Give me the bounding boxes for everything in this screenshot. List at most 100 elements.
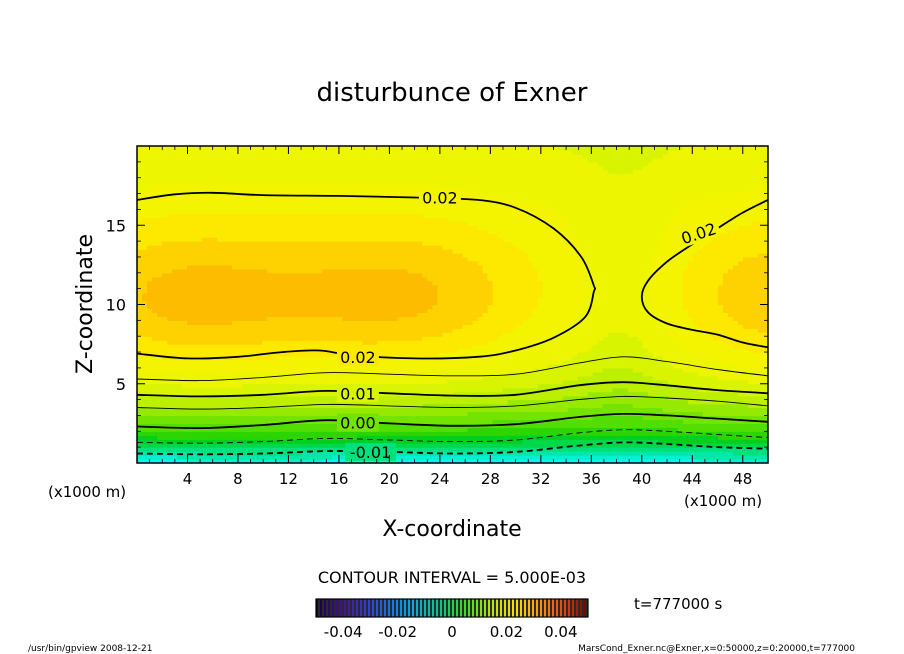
field-cell bbox=[192, 173, 198, 179]
field-cell bbox=[237, 363, 243, 369]
field-cell bbox=[387, 205, 394, 210]
field-cell bbox=[202, 284, 208, 290]
field-cell bbox=[442, 359, 449, 365]
field-cell bbox=[202, 316, 208, 321]
field-cell bbox=[272, 427, 278, 432]
field-cell bbox=[202, 153, 208, 159]
field-cell bbox=[312, 379, 318, 385]
field-cell bbox=[182, 312, 188, 317]
field-cell bbox=[172, 316, 178, 321]
field-cell bbox=[447, 320, 454, 325]
field-cell bbox=[142, 260, 148, 266]
field-cell bbox=[267, 165, 273, 171]
field-cell bbox=[222, 193, 228, 199]
field-cell bbox=[232, 153, 238, 159]
field-cell bbox=[207, 205, 213, 210]
field-cell bbox=[327, 209, 333, 214]
field-cell bbox=[272, 260, 278, 266]
field-cell bbox=[402, 344, 409, 349]
field-cell bbox=[157, 407, 163, 413]
field-cell bbox=[322, 237, 328, 242]
field-cell bbox=[142, 411, 148, 417]
field-cell bbox=[297, 443, 303, 448]
field-cell bbox=[407, 371, 414, 377]
field-cell bbox=[277, 256, 283, 262]
field-cell bbox=[382, 249, 388, 254]
field-cell bbox=[252, 201, 258, 207]
field-cell bbox=[147, 252, 153, 258]
field-cell bbox=[172, 312, 178, 317]
field-cell bbox=[157, 435, 163, 440]
field-cell bbox=[367, 308, 373, 314]
field-cell bbox=[272, 407, 278, 413]
field-cell bbox=[177, 260, 183, 266]
field-cell bbox=[377, 395, 383, 401]
field-cell bbox=[322, 260, 328, 266]
field-cell bbox=[227, 304, 233, 310]
field-cell bbox=[377, 375, 383, 381]
field-cell bbox=[302, 146, 308, 151]
field-cell bbox=[332, 383, 338, 389]
field-cell bbox=[282, 431, 288, 436]
field-cell bbox=[142, 427, 148, 432]
field-cell bbox=[227, 181, 233, 187]
field-cell bbox=[347, 241, 353, 246]
field-cell bbox=[342, 233, 348, 238]
field-cell bbox=[422, 181, 429, 187]
field-cell bbox=[222, 245, 228, 250]
field-cell bbox=[287, 284, 293, 290]
field-cell bbox=[192, 336, 198, 341]
field-cell bbox=[242, 415, 248, 421]
field-cell bbox=[317, 264, 323, 270]
field-cell bbox=[287, 320, 293, 325]
field-cell bbox=[417, 177, 424, 183]
field-cell bbox=[422, 443, 429, 448]
field-cell bbox=[202, 447, 208, 452]
field-cell bbox=[277, 153, 283, 159]
field-cell bbox=[152, 201, 158, 207]
field-cell bbox=[202, 237, 208, 242]
field-cell bbox=[417, 371, 424, 377]
field-cell bbox=[247, 173, 253, 179]
field-cell bbox=[392, 348, 399, 353]
field-cell bbox=[217, 304, 223, 310]
field-cell bbox=[417, 264, 424, 270]
field-cell bbox=[197, 316, 203, 321]
field-cell bbox=[292, 256, 298, 262]
field-cell bbox=[292, 209, 298, 214]
field-cell bbox=[137, 245, 143, 250]
field-cell bbox=[402, 316, 409, 321]
field-cell bbox=[182, 431, 188, 436]
field-cell bbox=[417, 320, 424, 325]
field-cell bbox=[207, 193, 213, 199]
field-cell bbox=[207, 229, 213, 234]
field-cell bbox=[252, 340, 258, 345]
field-cell bbox=[267, 348, 273, 353]
field-cell bbox=[397, 320, 404, 325]
field-cell bbox=[417, 443, 424, 448]
field-cell bbox=[157, 146, 163, 151]
field-cell bbox=[427, 268, 434, 274]
field-cell bbox=[152, 407, 158, 413]
field-cell bbox=[202, 336, 208, 341]
field-cell bbox=[297, 439, 303, 444]
field-cell bbox=[447, 316, 454, 321]
field-cell bbox=[137, 217, 143, 222]
field-cell bbox=[152, 356, 158, 361]
field-cell bbox=[237, 332, 243, 337]
field-cell bbox=[137, 177, 143, 183]
field-cell bbox=[422, 209, 429, 214]
field-cell bbox=[407, 367, 414, 373]
field-cell bbox=[242, 225, 248, 230]
field-cell bbox=[437, 169, 444, 175]
field-cell bbox=[337, 312, 343, 317]
field-cell bbox=[232, 177, 238, 183]
field-cell bbox=[347, 328, 353, 333]
field-cell bbox=[337, 185, 343, 191]
field-cell bbox=[202, 252, 208, 258]
field-cell bbox=[312, 395, 318, 401]
field-cell bbox=[272, 312, 278, 317]
field-cell bbox=[182, 451, 188, 456]
field-cell bbox=[167, 161, 173, 167]
field-cell bbox=[292, 356, 298, 361]
